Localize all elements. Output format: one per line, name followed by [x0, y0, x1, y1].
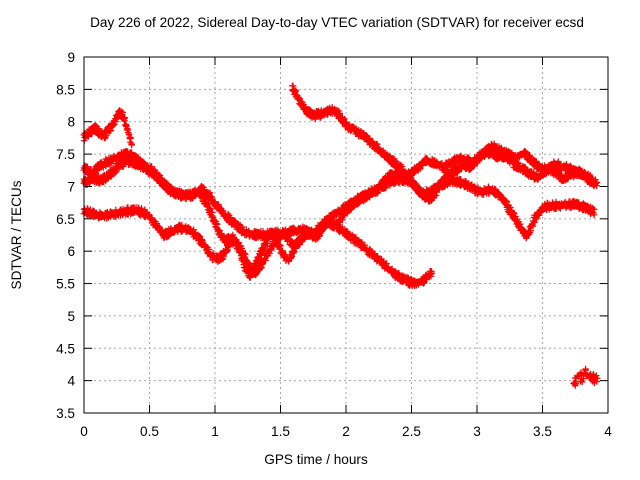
x-tick-labels: 0 0.5 1 1.5 2 2.5 3 3.5 4 — [80, 424, 612, 439]
x-tick-label: 2 — [342, 424, 350, 439]
x-tick-label: 0.5 — [140, 424, 159, 439]
y-tick-labels: 3.5 4 4.5 5 5.5 6 6.5 7 7.5 8 8.5 9 — [56, 50, 75, 421]
series-trace-1-short-arc — [80, 107, 135, 149]
y-tick-label: 7 — [67, 179, 75, 194]
y-tick-label: 6 — [67, 244, 75, 259]
x-tick-label: 3.5 — [533, 424, 552, 439]
y-tick-label: 4.5 — [56, 341, 75, 356]
axis-ticks — [83, 56, 609, 414]
y-axis-label: SDTVAR / TECUs — [9, 180, 24, 289]
y-tick-label: 5 — [67, 309, 75, 324]
series-trace-6-low-cluster — [570, 365, 601, 389]
y-tick-label: 8 — [67, 115, 75, 130]
x-tick-label: 0 — [80, 424, 88, 439]
y-tick-label: 4 — [67, 374, 75, 389]
x-tick-label: 1 — [211, 424, 219, 439]
y-tick-label: 8.5 — [56, 82, 75, 97]
y-tick-label: 6.5 — [56, 212, 75, 227]
y-tick-label: 5.5 — [56, 277, 75, 292]
grid-lines — [84, 57, 608, 413]
data-series — [80, 82, 601, 389]
series-trace-4-lower-weave — [80, 173, 598, 279]
x-tick-label: 3 — [473, 424, 481, 439]
y-tick-label: 3.5 — [56, 406, 75, 421]
y-tick-label: 9 — [67, 50, 75, 65]
x-axis-label: GPS time / hours — [264, 452, 368, 467]
x-tick-label: 1.5 — [271, 424, 290, 439]
series-trace-5-descending-arc — [289, 82, 598, 205]
y-tick-label: 7.5 — [56, 147, 75, 162]
x-tick-label: 4 — [604, 424, 612, 439]
chart-title: Day 226 of 2022, Sidereal Day-to-day VTE… — [90, 15, 584, 30]
x-tick-label: 2.5 — [402, 424, 421, 439]
